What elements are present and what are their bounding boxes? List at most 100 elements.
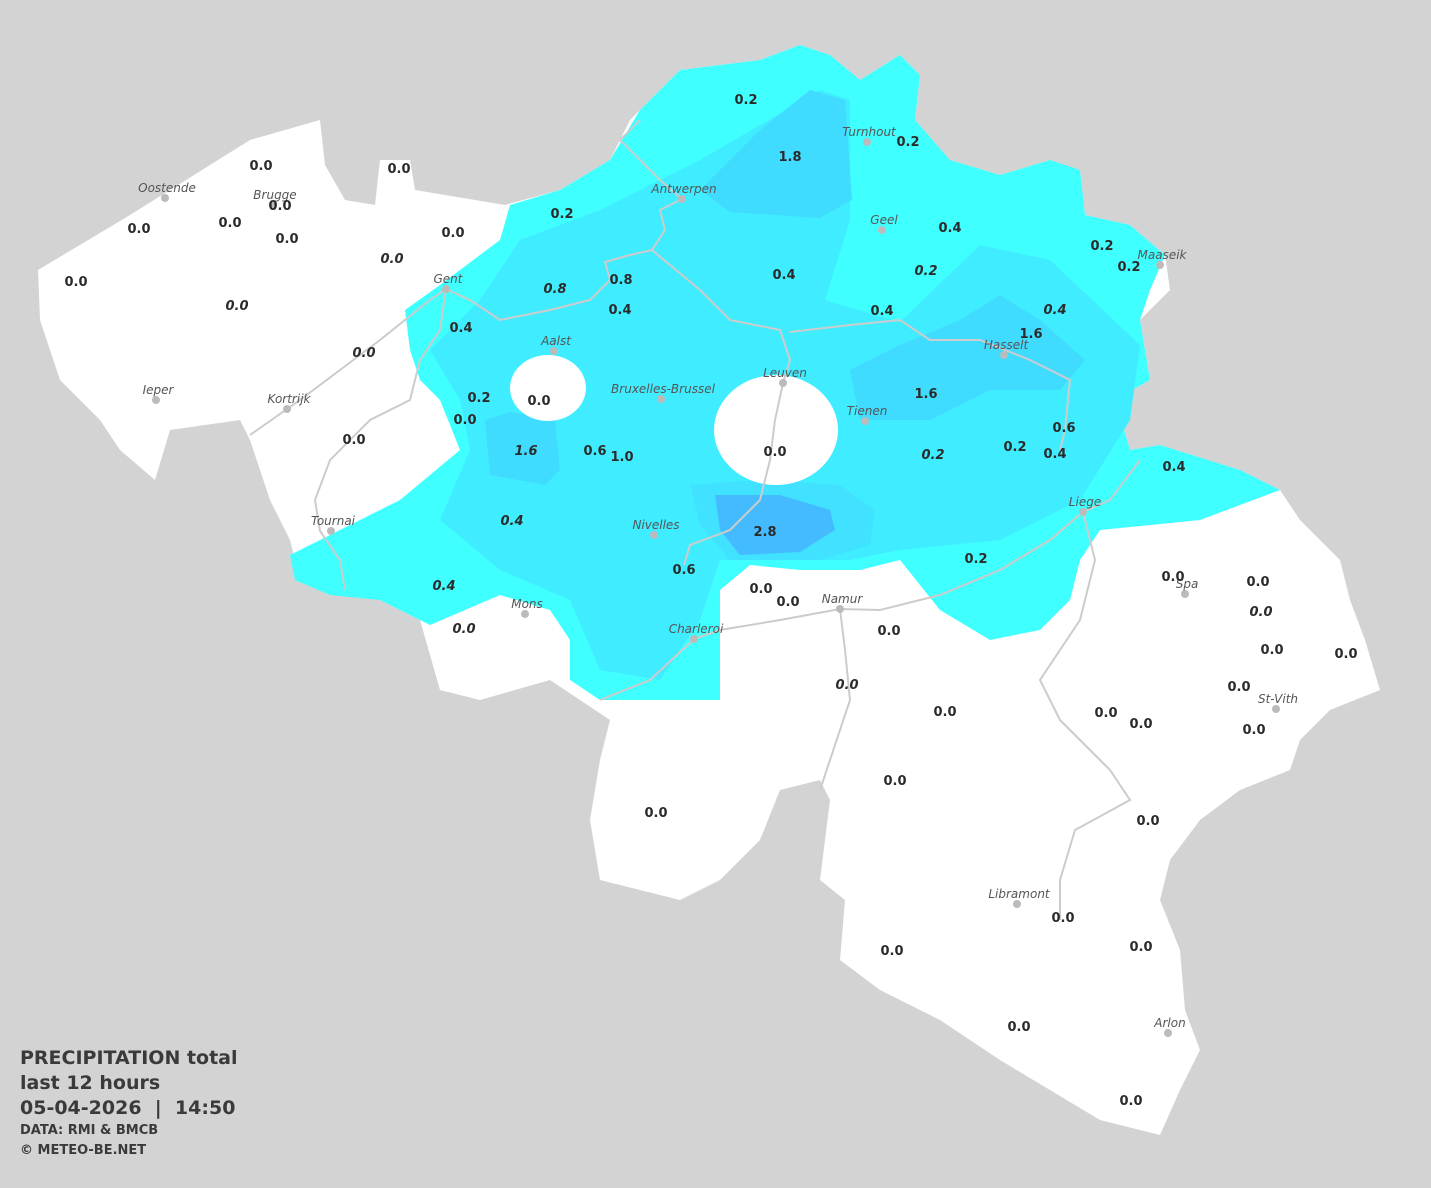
city-dot-kortrijk	[283, 405, 291, 413]
city-dot-nivelles	[650, 531, 658, 539]
precip-value: 0.0	[1246, 575, 1269, 590]
precip-value: 0.4	[870, 304, 893, 319]
zone-1-0-antwerp	[700, 90, 852, 218]
dry-hole-aalst	[510, 355, 586, 421]
precip-value: 0.0	[453, 413, 476, 428]
city-label-leuven: Leuven	[763, 366, 807, 380]
city-dot-gent	[442, 285, 450, 293]
precip-value: 0.2	[921, 448, 944, 463]
precip-value: 0.0	[763, 445, 786, 460]
city-label-bruxelles-brussel: Bruxelles-Brussel	[611, 382, 716, 396]
city-label-liege: Liege	[1069, 495, 1101, 509]
city-dot-turnhout	[863, 138, 871, 146]
river-ourthe	[1038, 511, 1132, 920]
precip-value: 1.0	[610, 450, 633, 465]
city-dot-ieper	[152, 396, 160, 404]
precip-value: 0.0	[387, 162, 410, 177]
city-label-turnhout: Turnhout	[842, 125, 897, 139]
precip-value: 0.0	[225, 299, 248, 314]
city-label-maaseik: Maaseik	[1138, 248, 1188, 262]
city-dot-bruxelles-brussel	[657, 395, 665, 403]
city-label-spa: Spa	[1176, 577, 1199, 591]
precip-value: 0.2	[896, 135, 919, 150]
city-label-mons: Mons	[511, 597, 543, 611]
legend-copyright: © METEO-BE.NET	[20, 1143, 147, 1158]
precip-value: 0.0	[1161, 570, 1184, 585]
precip-value: 1.8	[778, 150, 801, 165]
precip-value: 1.6	[1019, 327, 1042, 342]
precip-value: 0.0	[452, 622, 475, 637]
precip-value: 0.0	[275, 232, 298, 247]
legend-title: PRECIPITATION total	[20, 1047, 238, 1069]
precip-value: 0.0	[1129, 940, 1152, 955]
city-label-charleroi: Charleroi	[669, 622, 724, 636]
legend-period: last 12 hours	[20, 1072, 161, 1094]
city-label-aalst: Aalst	[540, 334, 572, 348]
precip-value: 0.2	[550, 207, 573, 222]
precip-value: 0.2	[964, 552, 987, 567]
city-dot-maaseik	[1156, 261, 1164, 269]
city-dot-tournai	[327, 527, 335, 535]
precip-value: 0.0	[352, 346, 375, 361]
city-dot-oostende	[161, 194, 169, 202]
city-label-libramont: Libramont	[988, 887, 1051, 901]
precip-value: 0.0	[218, 216, 241, 231]
precip-value: 0.0	[835, 678, 858, 693]
river-dijle	[651, 249, 792, 566]
precip-value: 0.0	[877, 624, 900, 639]
city-dot-liege	[1079, 508, 1087, 516]
legend-datetime: 05-04-2026 | 14:50	[20, 1097, 236, 1119]
precip-value: 0.0	[1119, 1094, 1142, 1109]
precip-value: 0.0	[527, 394, 550, 409]
precip-value: 0.0	[1051, 911, 1074, 926]
precip-value: 0.0	[342, 433, 365, 448]
precip-value: 0.2	[914, 264, 937, 279]
precip-value: 0.6	[1052, 421, 1075, 436]
precip-value: 1.6	[914, 387, 937, 402]
city-markers: Oostende Brugge Gent Antwerpen Turnhout Geel M…	[138, 125, 1298, 1037]
precip-value: 0.0	[1334, 647, 1357, 662]
precip-value: 0.4	[938, 221, 961, 236]
precip-value: 0.0	[1007, 1020, 1030, 1035]
city-label-namur: Namur	[822, 592, 864, 606]
precip-value: 0.6	[672, 563, 695, 578]
river-schelde	[249, 198, 683, 436]
precip-value: 0.0	[64, 275, 87, 290]
dry-hole-leuven	[714, 375, 838, 485]
precip-value: 0.4	[1162, 460, 1185, 475]
precip-value: 0.2	[1090, 239, 1113, 254]
city-label-kortrijk: Kortrijk	[268, 392, 312, 406]
river-leie-schelde	[313, 288, 447, 591]
city-dot-aalst	[550, 347, 558, 355]
river-demer	[789, 318, 1072, 451]
precip-value: 0.0	[883, 774, 906, 789]
city-label-brugge: Brugge	[253, 188, 296, 202]
city-dot-tienen	[861, 417, 869, 425]
precip-value: 0.0	[1227, 680, 1250, 695]
precip-value: 0.2	[467, 391, 490, 406]
precip-value: 0.6	[583, 444, 606, 459]
precip-value: 0.0	[933, 705, 956, 720]
city-dot-spa	[1181, 590, 1189, 598]
city-label-tournai: Tournai	[311, 514, 356, 528]
precip-value: 0.4	[449, 321, 472, 336]
city-label-st-vith: St-Vith	[1258, 692, 1298, 706]
zone-1-0-hasselt	[850, 295, 1085, 420]
precip-value: 0.2	[734, 93, 757, 108]
city-dot-mons	[521, 610, 529, 618]
precip-value: 0.0	[1136, 814, 1159, 829]
precip-value: 0.4	[772, 268, 795, 283]
precip-value: 0.0	[380, 252, 403, 267]
city-dot-namur	[836, 605, 844, 613]
river-scheldt-estuary	[618, 119, 683, 200]
precip-value: 2.8	[753, 525, 776, 540]
precip-value: 0.0	[249, 159, 272, 174]
city-dot-charleroi	[690, 635, 698, 643]
legend-source: DATA: RMI & BMCB	[20, 1123, 159, 1138]
precip-value: 0.0	[268, 199, 291, 214]
zone-2-8	[715, 495, 835, 555]
precip-value: 0.4	[1043, 447, 1066, 462]
precip-value: 0.0	[127, 222, 150, 237]
precip-value: 0.0	[1242, 723, 1265, 738]
